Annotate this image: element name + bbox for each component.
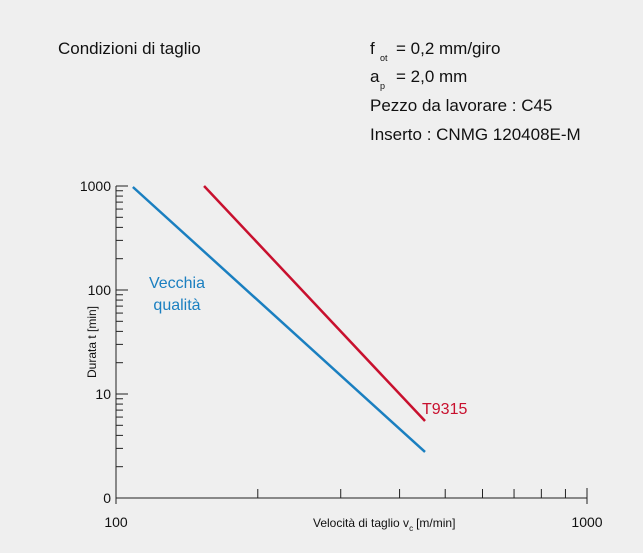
condition-value: = 0,2 mm/giro bbox=[396, 39, 500, 58]
series-label: T9315 bbox=[422, 401, 467, 418]
note: Pezzo da lavorare : C45 bbox=[370, 96, 552, 115]
series-label: Vecchia bbox=[149, 275, 205, 292]
condition-symbol: a bbox=[370, 67, 380, 86]
condition-symbol: f bbox=[370, 39, 375, 58]
x-tick-label: 100 bbox=[104, 514, 128, 530]
y-tick-label: 0 bbox=[103, 490, 111, 506]
x-axis-label: Velocità di taglio vc [m/min] bbox=[313, 516, 455, 533]
series-label: qualità bbox=[153, 297, 200, 314]
condition-value: = 2,0 mm bbox=[396, 67, 467, 86]
condition-sub: ot bbox=[380, 53, 388, 63]
y-tick-label: 10 bbox=[95, 386, 111, 402]
x-axis-label-text: Velocità di taglio v bbox=[313, 516, 409, 530]
chart-title: Condizioni di taglio bbox=[58, 39, 201, 58]
x-axis-label-sub: c bbox=[409, 524, 413, 533]
y-axis-label: Durata t [min] bbox=[85, 306, 99, 378]
y-tick-label: 1000 bbox=[80, 178, 111, 194]
x-tick-label: 1000 bbox=[571, 514, 602, 530]
series-line bbox=[132, 186, 426, 453]
series-line bbox=[203, 185, 426, 422]
x-axis-label-unit: [m/min] bbox=[416, 516, 455, 530]
note: Inserto : CNMG 120408E-M bbox=[370, 125, 581, 144]
y-tick-label: 100 bbox=[88, 282, 112, 298]
condition-sub: p bbox=[380, 81, 385, 91]
